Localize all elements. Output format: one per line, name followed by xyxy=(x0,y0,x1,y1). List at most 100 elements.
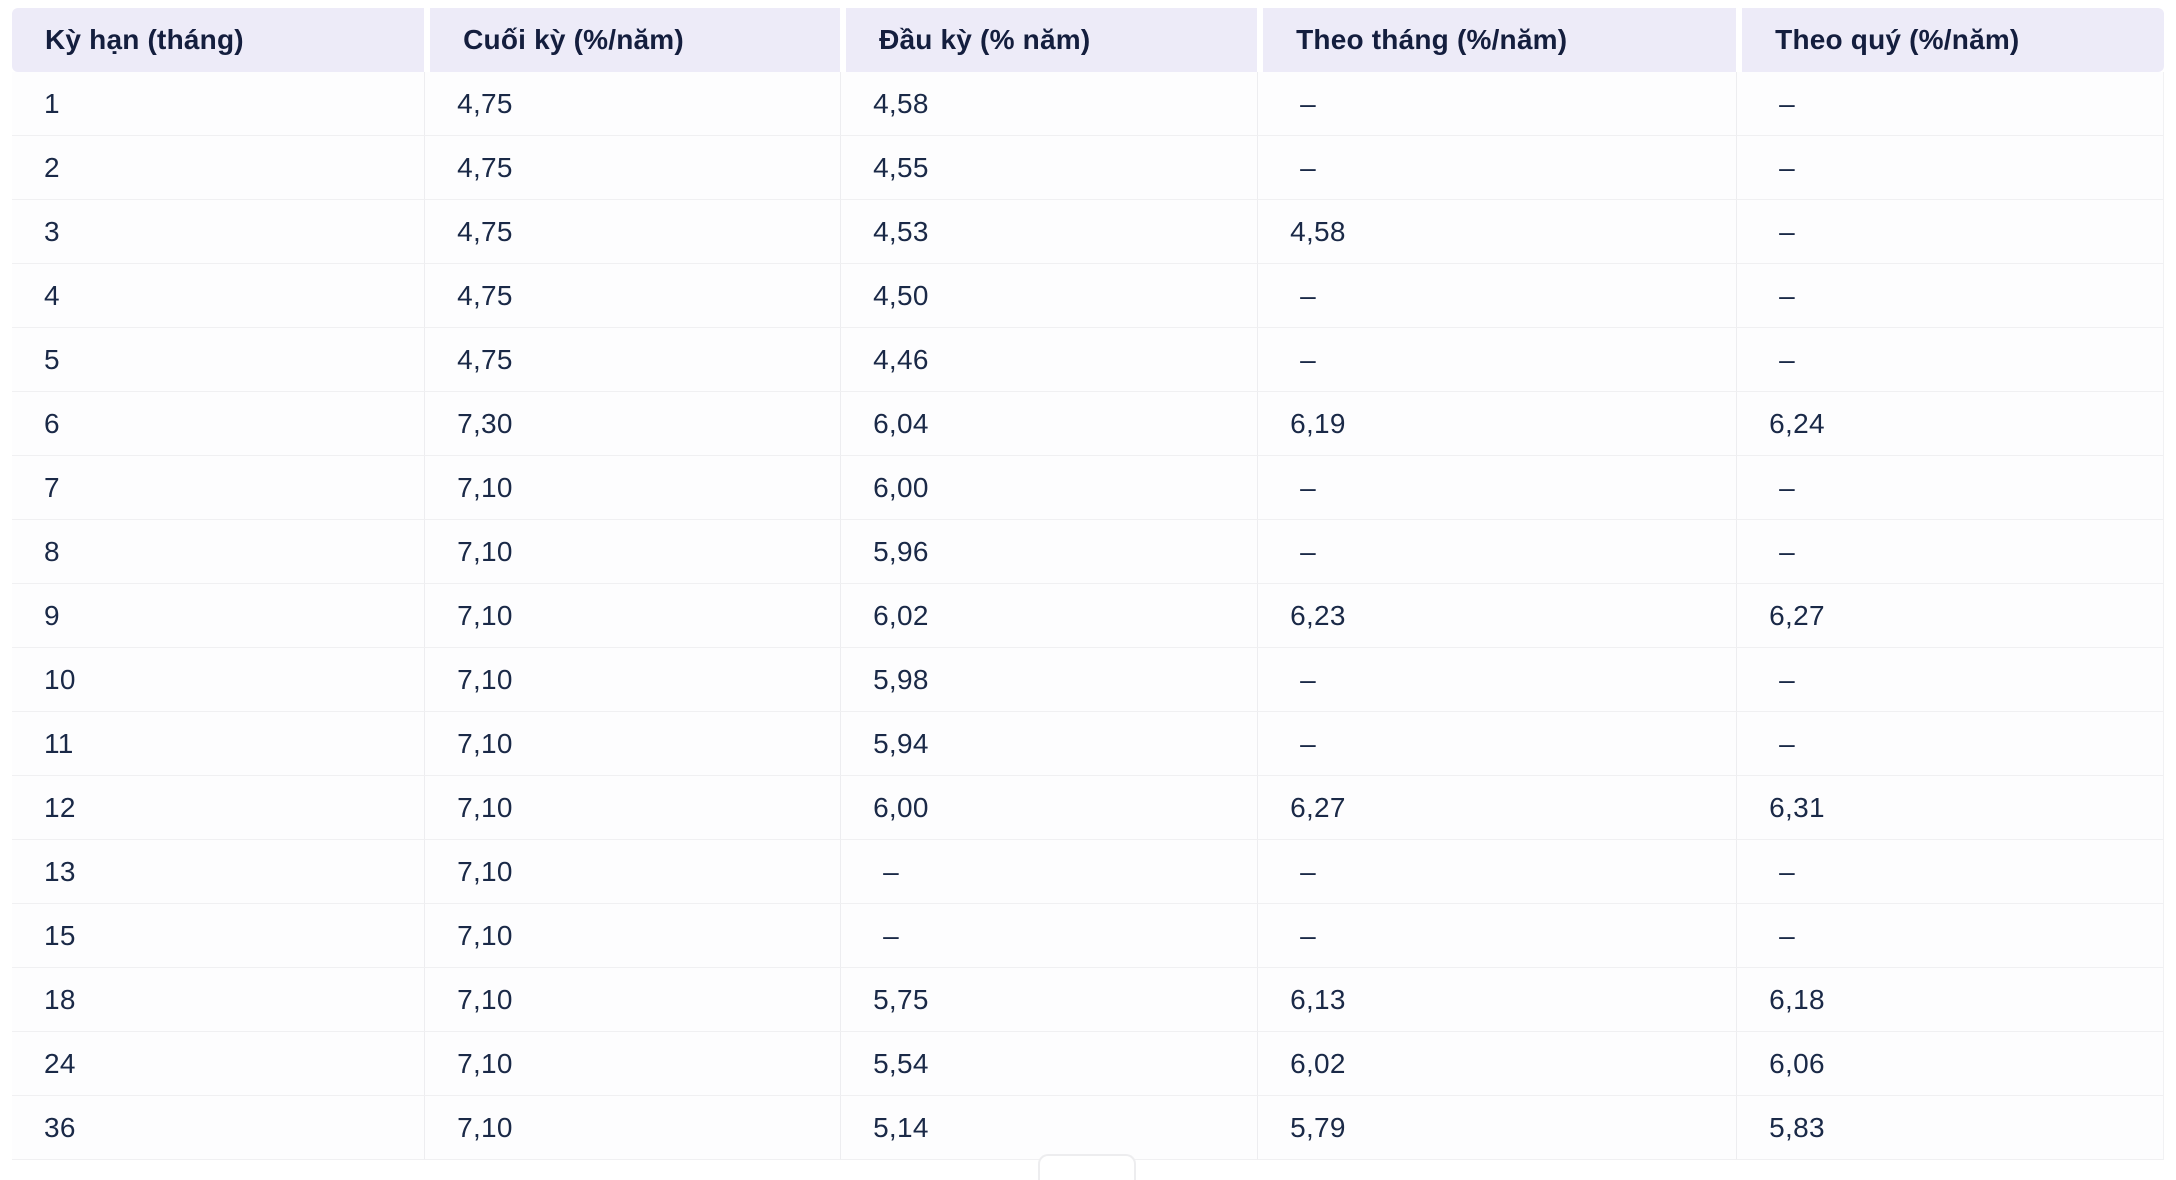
table-row: 8 7,10 5,96– – xyxy=(12,520,2164,584)
rate-cell: – xyxy=(1257,136,1737,200)
column-header: Theo tháng (%/năm) xyxy=(1257,8,1737,72)
rate-cell: 7,10 xyxy=(424,648,841,712)
rate-cell: 4,75 xyxy=(424,200,841,264)
rate-cell: – xyxy=(1736,72,2164,136)
table-header: Kỳ hạn (tháng) Cuối kỳ (%/năm) Đầu kỳ (% n… xyxy=(12,8,2164,72)
rate-cell: 6,13 xyxy=(1257,968,1737,1032)
column-header: Cuối kỳ (%/năm) xyxy=(424,8,841,72)
table-row: 3 4,75 4,53 4,58– xyxy=(12,200,2164,264)
rate-cell: – xyxy=(1736,200,2164,264)
rate-cell: – xyxy=(1736,840,2164,904)
rate-cell: 4,55 xyxy=(840,136,1258,200)
rate-cell: – xyxy=(1736,648,2164,712)
table-row: 12 7,10 6,00 6,27 6,31 xyxy=(12,776,2164,840)
rate-cell: 6,02 xyxy=(1257,1032,1737,1096)
term-cell: 8 xyxy=(12,520,425,584)
term-cell: 12 xyxy=(12,776,425,840)
rate-cell: 5,54 xyxy=(840,1032,1258,1096)
rate-cell: 7,10 xyxy=(424,456,841,520)
term-cell: 5 xyxy=(12,328,425,392)
table-row: 9 7,10 6,02 6,23 6,27 xyxy=(12,584,2164,648)
rate-cell: 5,83 xyxy=(1736,1096,2164,1160)
rate-cell: 7,10 xyxy=(424,584,841,648)
rate-cell: 7,10 xyxy=(424,520,841,584)
term-cell: 1 xyxy=(12,72,425,136)
table-row: 2 4,75 4,55– – xyxy=(12,136,2164,200)
rate-cell: 7,10 xyxy=(424,712,841,776)
rate-cell: 5,96 xyxy=(840,520,1258,584)
table-row: 4 4,75 4,50– – xyxy=(12,264,2164,328)
rate-cell: – xyxy=(1257,328,1737,392)
rate-cell: 7,10 xyxy=(424,904,841,968)
rate-cell: 7,10 xyxy=(424,776,841,840)
term-cell: 11 xyxy=(12,712,425,776)
column-header: Theo quý (%/năm) xyxy=(1736,8,2164,72)
rate-cell: – xyxy=(1257,712,1737,776)
rate-cell: – xyxy=(1736,456,2164,520)
rate-cell: 7,10 xyxy=(424,840,841,904)
rate-cell: – xyxy=(840,904,1258,968)
rate-cell: – xyxy=(1257,72,1737,136)
rate-cell: – xyxy=(1257,840,1737,904)
bottom-edge-notch xyxy=(1038,1154,1136,1180)
term-cell: 4 xyxy=(12,264,425,328)
rate-cell: 6,04 xyxy=(840,392,1258,456)
table-row: 15 7,10– – – xyxy=(12,904,2164,968)
rate-cell: 5,14 xyxy=(840,1096,1258,1160)
column-header: Đầu kỳ (% năm) xyxy=(840,8,1258,72)
term-cell: 9 xyxy=(12,584,425,648)
table-row: 24 7,10 5,54 6,02 6,06 xyxy=(12,1032,2164,1096)
rate-cell: – xyxy=(1736,328,2164,392)
rate-cell: 4,58 xyxy=(1257,200,1737,264)
rate-cell: – xyxy=(1257,264,1737,328)
table-row: 6 7,30 6,04 6,19 6,24 xyxy=(12,392,2164,456)
term-cell: 18 xyxy=(12,968,425,1032)
table-row: 13 7,10– – – xyxy=(12,840,2164,904)
table-row: 7 7,10 6,00– – xyxy=(12,456,2164,520)
rate-cell: 4,75 xyxy=(424,72,841,136)
term-cell: 7 xyxy=(12,456,425,520)
rate-cell: 7,10 xyxy=(424,968,841,1032)
rate-cell: 6,24 xyxy=(1736,392,2164,456)
rate-cell: 6,00 xyxy=(840,776,1258,840)
rate-cell: – xyxy=(1736,712,2164,776)
header-row: Kỳ hạn (tháng) Cuối kỳ (%/năm) Đầu kỳ (% n… xyxy=(12,8,2164,72)
rate-cell: 4,53 xyxy=(840,200,1258,264)
term-cell: 36 xyxy=(12,1096,425,1160)
term-cell: 15 xyxy=(12,904,425,968)
rate-cell: – xyxy=(1257,904,1737,968)
rate-cell: 4,58 xyxy=(840,72,1258,136)
rate-cell: 4,75 xyxy=(424,136,841,200)
rate-cell: 6,18 xyxy=(1736,968,2164,1032)
table-row: 11 7,10 5,94– – xyxy=(12,712,2164,776)
table-body: 1 4,75 4,58– –2 4,75 4,55– –3 4,75 4,53 4,58–4 4,7… xyxy=(12,72,2164,1160)
rate-cell: – xyxy=(1257,456,1737,520)
rate-cell: 5,75 xyxy=(840,968,1258,1032)
rate-cell: 6,31 xyxy=(1736,776,2164,840)
term-cell: 3 xyxy=(12,200,425,264)
rate-cell: 7,10 xyxy=(424,1032,841,1096)
rate-cell: – xyxy=(1736,904,2164,968)
rate-cell: 6,27 xyxy=(1736,584,2164,648)
rate-cell: 5,94 xyxy=(840,712,1258,776)
rate-cell: 6,00 xyxy=(840,456,1258,520)
rate-cell: 6,06 xyxy=(1736,1032,2164,1096)
rate-cell: – xyxy=(1257,648,1737,712)
rate-cell: – xyxy=(840,840,1258,904)
rate-cell: 7,30 xyxy=(424,392,841,456)
rate-cell: – xyxy=(1257,520,1737,584)
rate-cell: 6,27 xyxy=(1257,776,1737,840)
rate-cell: 6,02 xyxy=(840,584,1258,648)
rate-cell: 5,98 xyxy=(840,648,1258,712)
rate-cell: 6,23 xyxy=(1257,584,1737,648)
column-header: Kỳ hạn (tháng) xyxy=(12,8,425,72)
table-row: 1 4,75 4,58– – xyxy=(12,72,2164,136)
rate-cell: 4,50 xyxy=(840,264,1258,328)
rate-cell: – xyxy=(1736,136,2164,200)
rate-cell: 4,46 xyxy=(840,328,1258,392)
term-cell: 10 xyxy=(12,648,425,712)
interest-rate-table: Kỳ hạn (tháng) Cuối kỳ (%/năm) Đầu kỳ (% n… xyxy=(12,8,2164,1160)
term-cell: 24 xyxy=(12,1032,425,1096)
rate-cell: 4,75 xyxy=(424,328,841,392)
